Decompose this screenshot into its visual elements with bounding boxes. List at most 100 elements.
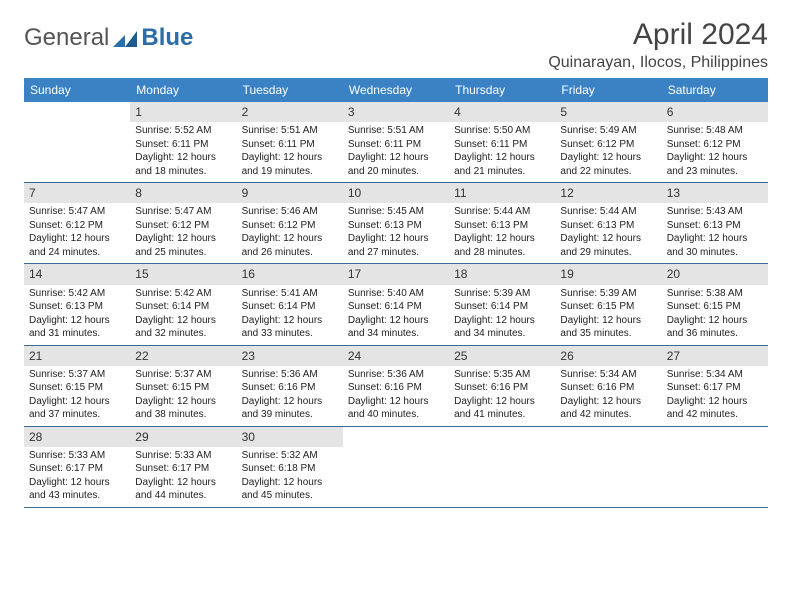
day-body: Sunrise: 5:51 AMSunset: 6:11 PMDaylight:… [343, 122, 449, 182]
day-cell: 9Sunrise: 5:46 AMSunset: 6:12 PMDaylight… [237, 183, 343, 263]
logo-text-general: General [24, 24, 109, 52]
sunrise-text: Sunrise: 5:36 AM [242, 368, 338, 382]
sunset-text: Sunset: 6:13 PM [454, 219, 550, 233]
day-body: Sunrise: 5:37 AMSunset: 6:15 PMDaylight:… [130, 366, 236, 426]
daylight-text: Daylight: 12 hours and 38 minutes. [135, 395, 231, 422]
sunrise-text: Sunrise: 5:45 AM [348, 205, 444, 219]
day-body: Sunrise: 5:37 AMSunset: 6:15 PMDaylight:… [24, 366, 130, 426]
daylight-text: Daylight: 12 hours and 41 minutes. [454, 395, 550, 422]
day-body: Sunrise: 5:39 AMSunset: 6:15 PMDaylight:… [555, 285, 661, 345]
day-header-sun: Sunday [24, 78, 130, 102]
sunrise-text: Sunrise: 5:34 AM [667, 368, 763, 382]
week-row: 1Sunrise: 5:52 AMSunset: 6:11 PMDaylight… [24, 102, 768, 183]
sunset-text: Sunset: 6:11 PM [135, 138, 231, 152]
daylight-text: Daylight: 12 hours and 33 minutes. [242, 314, 338, 341]
sunrise-text: Sunrise: 5:40 AM [348, 287, 444, 301]
daylight-text: Daylight: 12 hours and 42 minutes. [560, 395, 656, 422]
sunrise-text: Sunrise: 5:36 AM [348, 368, 444, 382]
day-cell: 27Sunrise: 5:34 AMSunset: 6:17 PMDayligh… [662, 346, 768, 426]
sunset-text: Sunset: 6:14 PM [135, 300, 231, 314]
day-number: 29 [130, 427, 236, 447]
sunrise-text: Sunrise: 5:46 AM [242, 205, 338, 219]
sunset-text: Sunset: 6:12 PM [667, 138, 763, 152]
day-number: 22 [130, 346, 236, 366]
day-number: 26 [555, 346, 661, 366]
day-number: 2 [237, 102, 343, 122]
day-header-fri: Friday [555, 78, 661, 102]
day-cell [555, 427, 661, 507]
day-body: Sunrise: 5:39 AMSunset: 6:14 PMDaylight:… [449, 285, 555, 345]
day-body: Sunrise: 5:46 AMSunset: 6:12 PMDaylight:… [237, 203, 343, 263]
sunrise-text: Sunrise: 5:44 AM [560, 205, 656, 219]
day-cell: 23 Sunrise: 5:36 AMSunset: 6:16 PMDayligh… [237, 346, 343, 426]
day-cell: 19Sunrise: 5:39 AMSunset: 6:15 PMDayligh… [555, 264, 661, 344]
day-cell [24, 102, 130, 182]
day-number: 1 [130, 102, 236, 122]
day-number: 9 [237, 183, 343, 203]
sunset-text: Sunset: 6:17 PM [29, 462, 125, 476]
daylight-text: Daylight: 12 hours and 30 minutes. [667, 232, 763, 259]
day-header-sat: Saturday [662, 78, 768, 102]
daylight-text: Daylight: 12 hours and 27 minutes. [348, 232, 444, 259]
daylight-text: Daylight: 12 hours and 37 minutes. [29, 395, 125, 422]
day-body: Sunrise: 5:36 AMSunset: 6:16 PMDaylight:… [343, 366, 449, 426]
day-body: Sunrise: 5:35 AMSunset: 6:16 PMDaylight:… [449, 366, 555, 426]
day-cell: 30Sunrise: 5:32 AMSunset: 6:18 PMDayligh… [237, 427, 343, 507]
day-cell [449, 427, 555, 507]
day-cell: 8Sunrise: 5:47 AMSunset: 6:12 PMDaylight… [130, 183, 236, 263]
sunset-text: Sunset: 6:11 PM [454, 138, 550, 152]
day-header-row: Sunday Monday Tuesday Wednesday Thursday… [24, 78, 768, 102]
sunrise-text: Sunrise: 5:51 AM [242, 124, 338, 138]
week-row: 7Sunrise: 5:47 AMSunset: 6:12 PMDaylight… [24, 183, 768, 264]
day-number: 3 [343, 102, 449, 122]
day-body: Sunrise: 5:44 AMSunset: 6:13 PMDaylight:… [555, 203, 661, 263]
day-number: 7 [24, 183, 130, 203]
sunset-text: Sunset: 6:16 PM [242, 381, 338, 395]
daylight-text: Daylight: 12 hours and 26 minutes. [242, 232, 338, 259]
day-cell: 5Sunrise: 5:49 AMSunset: 6:12 PMDaylight… [555, 102, 661, 182]
sunset-text: Sunset: 6:12 PM [560, 138, 656, 152]
sunset-text: Sunset: 6:12 PM [242, 219, 338, 233]
daylight-text: Daylight: 12 hours and 39 minutes. [242, 395, 338, 422]
day-body: Sunrise: 5:50 AMSunset: 6:11 PMDaylight:… [449, 122, 555, 182]
sunset-text: Sunset: 6:13 PM [667, 219, 763, 233]
sunset-text: Sunset: 6:14 PM [348, 300, 444, 314]
day-body: Sunrise: 5:51 AMSunset: 6:11 PMDaylight:… [237, 122, 343, 182]
day-cell [343, 427, 449, 507]
day-body: Sunrise: 5:33 AMSunset: 6:17 PMDaylight:… [24, 447, 130, 507]
day-number: 27 [662, 346, 768, 366]
daylight-text: Daylight: 12 hours and 34 minutes. [348, 314, 444, 341]
sunrise-text: Sunrise: 5:47 AM [29, 205, 125, 219]
daylight-text: Daylight: 12 hours and 20 minutes. [348, 151, 444, 178]
day-number: 20 [662, 264, 768, 284]
sunset-text: Sunset: 6:11 PM [242, 138, 338, 152]
day-body: Sunrise: 5:32 AMSunset: 6:18 PMDaylight:… [237, 447, 343, 507]
day-number: 28 [24, 427, 130, 447]
day-body: Sunrise: 5:34 AMSunset: 6:16 PMDaylight:… [555, 366, 661, 426]
daylight-text: Daylight: 12 hours and 45 minutes. [242, 476, 338, 503]
sunrise-text: Sunrise: 5:39 AM [560, 287, 656, 301]
daylight-text: Daylight: 12 hours and 36 minutes. [667, 314, 763, 341]
day-body: Sunrise: 5:44 AMSunset: 6:13 PMDaylight:… [449, 203, 555, 263]
sunrise-text: Sunrise: 5:43 AM [667, 205, 763, 219]
day-cell: 16Sunrise: 5:41 AMSunset: 6:14 PMDayligh… [237, 264, 343, 344]
sunset-text: Sunset: 6:17 PM [135, 462, 231, 476]
sunset-text: Sunset: 6:16 PM [454, 381, 550, 395]
sunrise-text: Sunrise: 5:34 AM [560, 368, 656, 382]
sunset-text: Sunset: 6:13 PM [560, 219, 656, 233]
day-number: 25 [449, 346, 555, 366]
daylight-text: Daylight: 12 hours and 19 minutes. [242, 151, 338, 178]
header: General Blue April 2024 Quinarayan, Iloc… [24, 18, 768, 72]
day-header-mon: Monday [130, 78, 236, 102]
day-cell: 24Sunrise: 5:36 AMSunset: 6:16 PMDayligh… [343, 346, 449, 426]
day-number: 23 [237, 346, 343, 366]
sunset-text: Sunset: 6:16 PM [560, 381, 656, 395]
daylight-text: Daylight: 12 hours and 32 minutes. [135, 314, 231, 341]
sunrise-text: Sunrise: 5:41 AM [242, 287, 338, 301]
sunrise-text: Sunrise: 5:51 AM [348, 124, 444, 138]
day-number: 8 [130, 183, 236, 203]
day-header-wed: Wednesday [343, 78, 449, 102]
day-cell: 11Sunrise: 5:44 AMSunset: 6:13 PMDayligh… [449, 183, 555, 263]
daylight-text: Daylight: 12 hours and 24 minutes. [29, 232, 125, 259]
day-cell: 3Sunrise: 5:51 AMSunset: 6:11 PMDaylight… [343, 102, 449, 182]
